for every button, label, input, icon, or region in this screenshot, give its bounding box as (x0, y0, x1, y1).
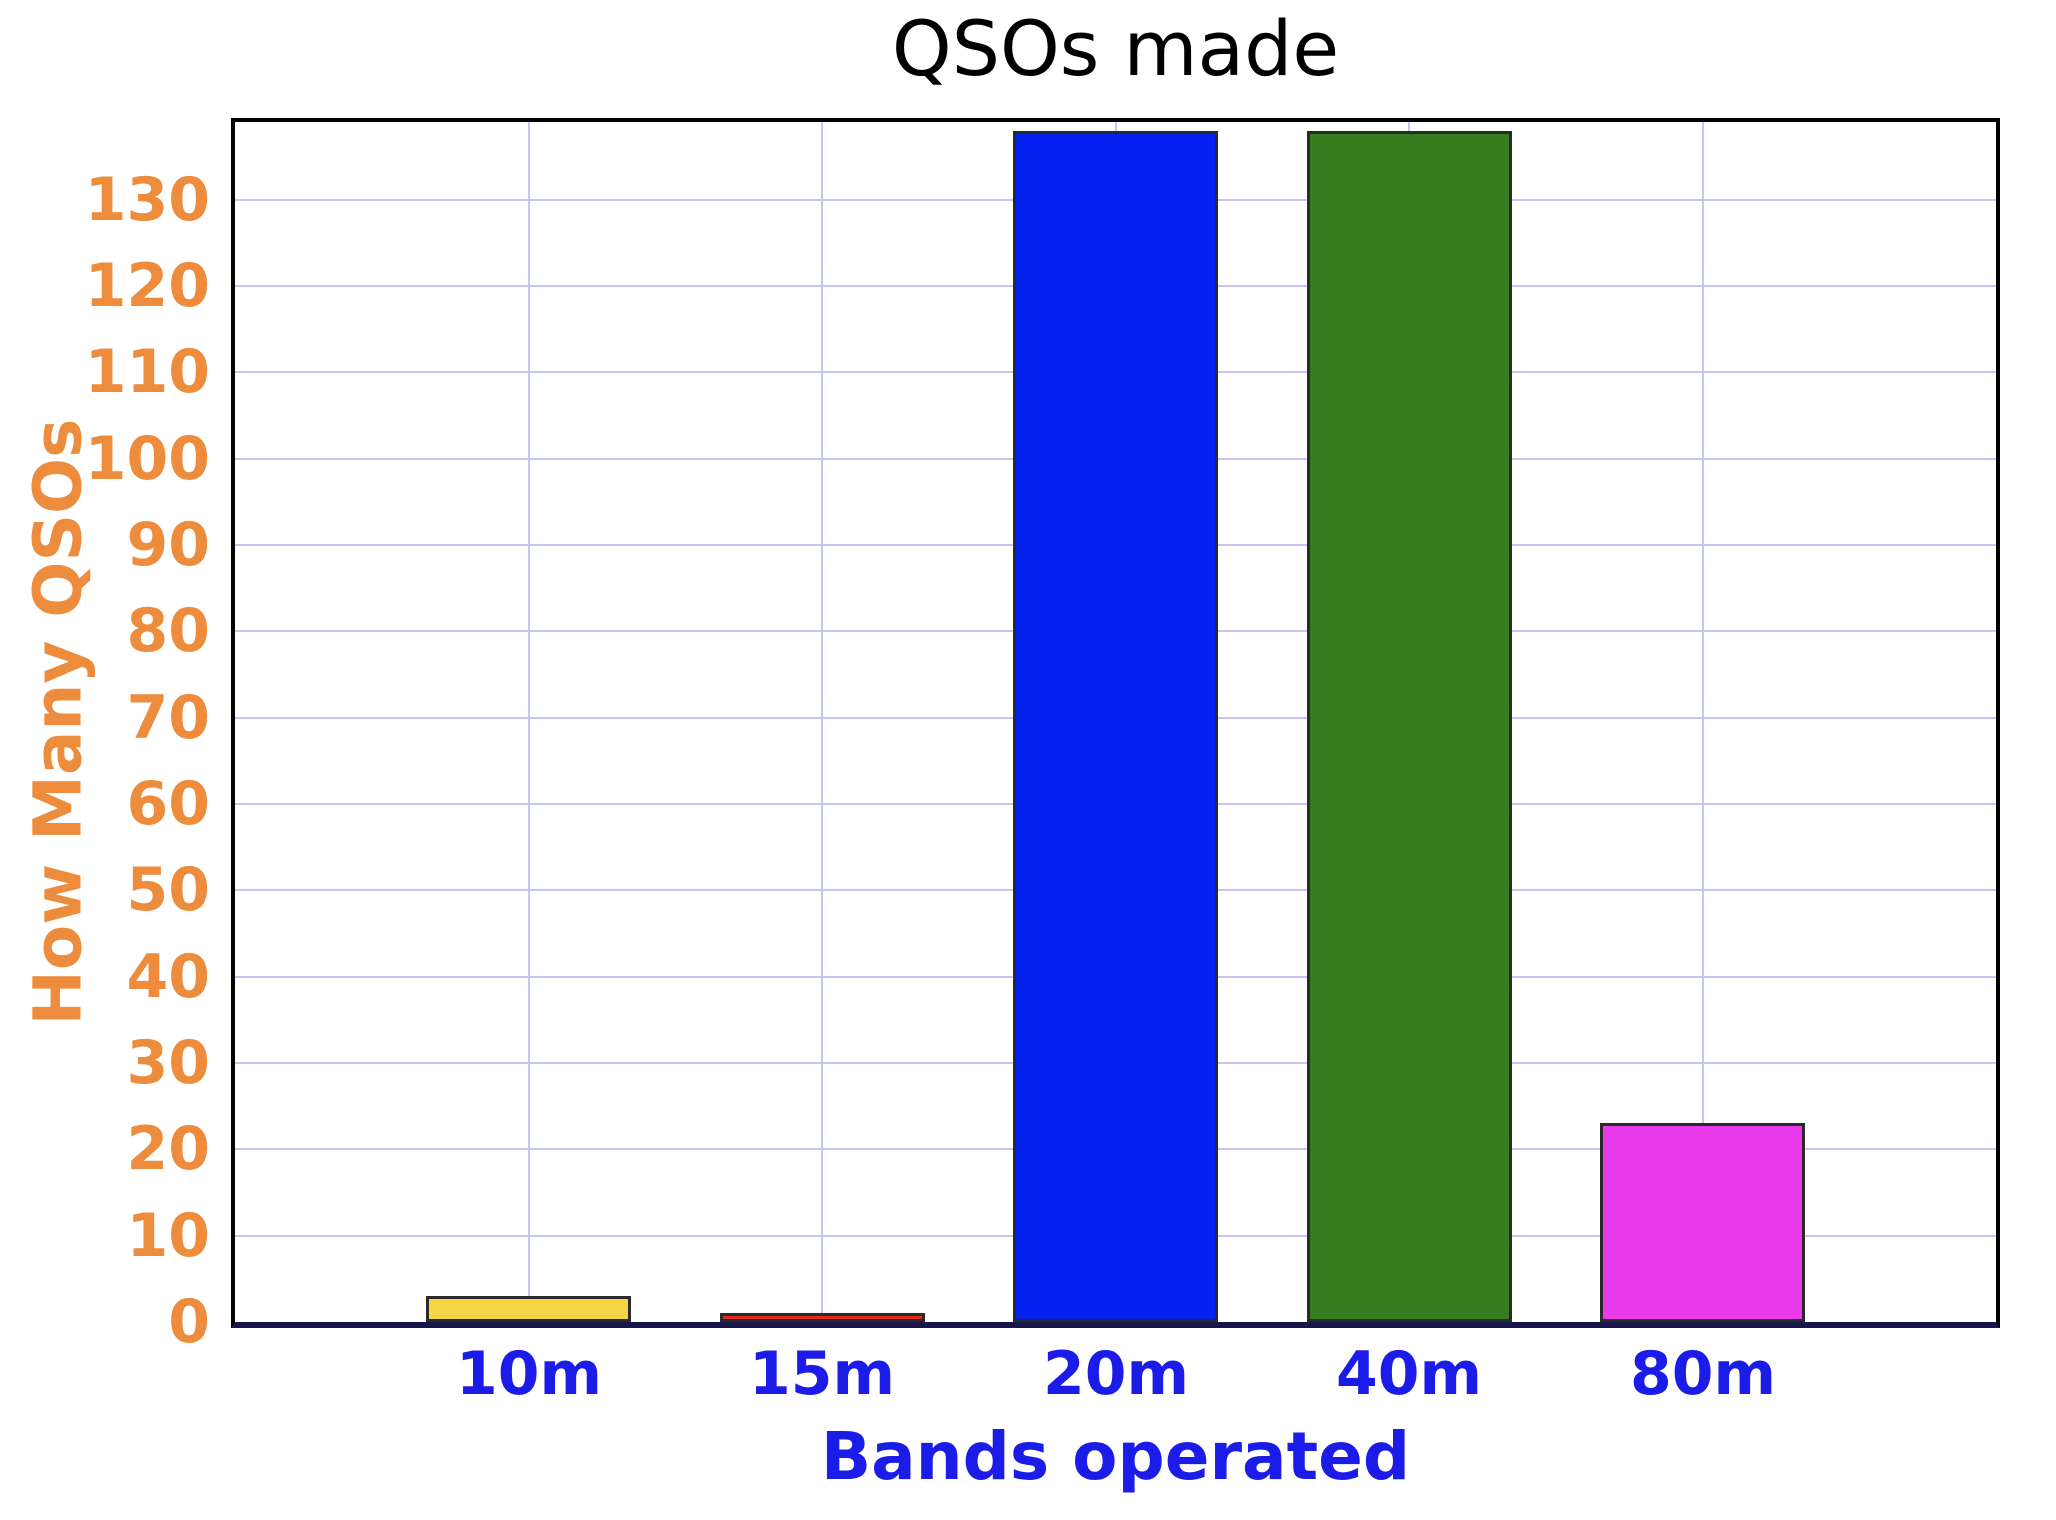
x-tick-label-80m: 80m (1629, 1339, 1776, 1409)
plot-area (231, 118, 2000, 1328)
x-axis-label: Bands operated (820, 1418, 1411, 1495)
v-gridline-80m (1702, 122, 1704, 1322)
x-tick-label-10m: 10m (455, 1339, 602, 1409)
x-tick-label-20m: 20m (1042, 1339, 1189, 1409)
bar-40m (1307, 131, 1512, 1322)
y-tick-label-120: 120 (84, 251, 210, 321)
y-tick-label-50: 50 (126, 855, 211, 925)
y-tick-label-80: 80 (126, 596, 211, 666)
y-tick-label-20: 20 (126, 1114, 211, 1184)
y-tick-label-60: 60 (126, 769, 211, 839)
bar-15m (720, 1313, 925, 1322)
y-tick-label-10: 10 (126, 1201, 211, 1271)
bar-20m (1013, 131, 1218, 1322)
chart-title: QSOs made (891, 4, 1340, 93)
v-gridline-10m (528, 122, 530, 1322)
y-tick-label-130: 130 (84, 165, 210, 235)
v-gridline-15m (821, 122, 823, 1322)
y-tick-label-70: 70 (126, 683, 211, 753)
y-tick-label-30: 30 (126, 1028, 211, 1098)
y-tick-label-0: 0 (168, 1287, 210, 1357)
x-tick-label-40m: 40m (1335, 1339, 1482, 1409)
y-tick-label-110: 110 (84, 337, 210, 407)
y-tick-label-100: 100 (84, 424, 210, 494)
y-tick-label-90: 90 (126, 510, 211, 580)
x-tick-label-15m: 15m (748, 1339, 895, 1409)
y-tick-label-40: 40 (126, 942, 211, 1012)
bar-10m (426, 1296, 631, 1322)
bar-80m (1600, 1123, 1805, 1322)
